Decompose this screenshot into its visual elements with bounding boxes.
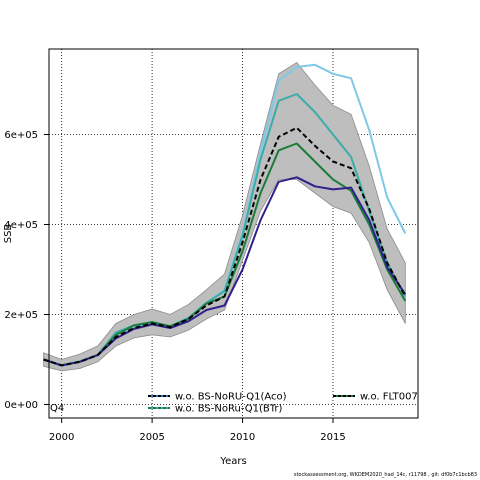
axis-ticks: 2000 2005 2010 2015 0e+00 2e+05 4e+05 6e+05 xyxy=(4,130,345,443)
y-tick-label: 4e+05 xyxy=(4,220,38,231)
legend-label: w.o. BS-NoRu-Q1(BTr) xyxy=(175,404,283,415)
grid xyxy=(49,49,418,418)
x-tick-label: 2005 xyxy=(139,432,164,443)
plot-frame xyxy=(48,48,419,419)
x-axis-label: Years xyxy=(219,456,246,467)
y-tick-label: 0e+00 xyxy=(4,400,38,411)
confidence-band xyxy=(43,61,406,372)
x-tick-label: 2015 xyxy=(320,432,345,443)
y-tick-label: 2e+05 xyxy=(4,310,38,321)
series-lines xyxy=(43,63,407,367)
legend-label: w.o. BS-NoRU-Q1(Aco) xyxy=(175,392,287,403)
x-tick-label: 2000 xyxy=(49,432,74,443)
footer-credit: stockassessment.org, WKDEM2020_had_14c, … xyxy=(293,472,477,478)
series-line-2 xyxy=(43,63,407,367)
legend-label: w.o. FLT007 xyxy=(360,392,418,403)
x-tick-label: 2010 xyxy=(230,432,255,443)
legend: w.o. BS-NoRU-Q1(Aco)w.o. BS-NoRu-Q1(BTr)… xyxy=(148,392,418,415)
y-axis-label: SSB xyxy=(3,224,14,244)
series-line-0 xyxy=(43,126,407,367)
y-tick-label: 6e+05 xyxy=(4,130,38,141)
corner-label: Q4 xyxy=(50,403,64,414)
